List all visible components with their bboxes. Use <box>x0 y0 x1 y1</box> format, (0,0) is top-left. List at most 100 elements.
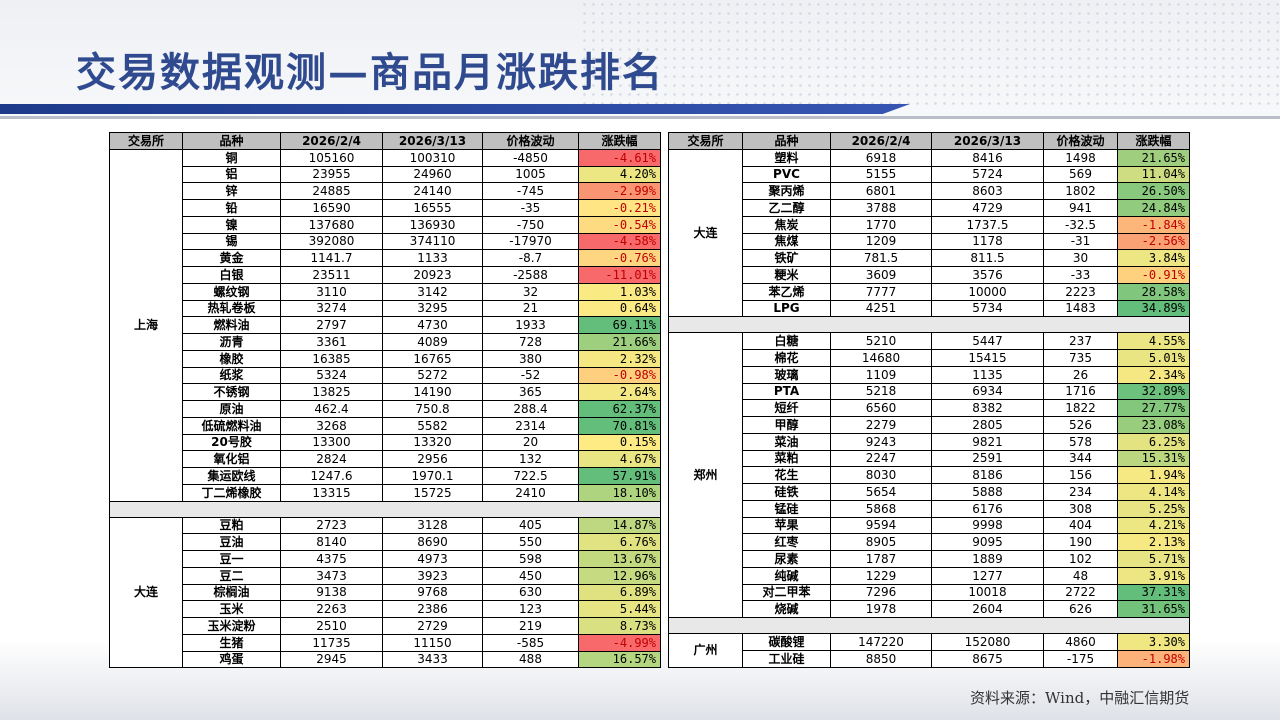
start-price-cell: 5155 <box>830 165 932 184</box>
price-change-cell: -17970 <box>482 232 579 251</box>
table-row: 丁二烯橡胶 13315 15725 2410 18.10% <box>110 483 661 502</box>
table-row: 广州 碳酸锂 147220 152080 4860 3.30% <box>668 633 1190 668</box>
start-price-cell: 5210 <box>830 332 932 350</box>
change-pct-cell: 23.08% <box>1117 416 1190 434</box>
table-row: 豆二 3473 3923 450 12.96% <box>110 566 661 585</box>
start-price-cell: 24885 <box>280 182 383 200</box>
product-cell: 粳米 <box>742 266 831 284</box>
end-price-cell: 5447 <box>931 332 1044 350</box>
start-price-cell: 4375 <box>280 550 383 568</box>
end-price-cell: 1133 <box>382 249 483 267</box>
col-price-change: 价格波动 <box>1043 132 1118 150</box>
change-pct-cell: -4.58% <box>578 232 661 251</box>
table-row: 橡胶 16385 16765 380 2.32% <box>110 349 661 368</box>
start-price-cell: 3361 <box>280 333 383 351</box>
start-price-cell: 13825 <box>280 383 383 401</box>
price-change-cell: 626 <box>1043 600 1118 618</box>
table-row: 焦煤 1209 1178 -31 -2.56% <box>669 232 1190 251</box>
end-price-cell: 10000 <box>931 282 1044 301</box>
end-price-cell: 4973 <box>382 550 483 568</box>
product-cell: 纸浆 <box>182 366 281 385</box>
end-price-cell: 1277 <box>931 566 1044 585</box>
change-pct-cell: 28.58% <box>1117 282 1190 301</box>
change-pct-cell: -4.99% <box>578 633 661 652</box>
end-price-cell: 11150 <box>382 633 483 652</box>
product-cell: 丁二烯橡胶 <box>182 483 281 502</box>
product-cell: 焦煤 <box>742 232 831 251</box>
product-cell: PTA <box>742 382 831 401</box>
end-price-cell: 3433 <box>382 650 483 669</box>
change-pct-cell: -0.21% <box>578 199 661 217</box>
end-price-cell: 152080 <box>931 633 1044 651</box>
start-price-cell: 5868 <box>830 499 932 518</box>
price-change-cell: 1802 <box>1043 182 1118 200</box>
product-cell: 铅 <box>182 199 281 217</box>
change-pct-cell: 3.30% <box>1117 633 1190 651</box>
group-spacer <box>668 617 1190 634</box>
table-row: 玻璃 1109 1135 26 2.34% <box>669 365 1190 384</box>
start-price-cell: 105160 <box>280 148 383 167</box>
product-cell: 乙二醇 <box>742 199 831 217</box>
end-price-cell: 5734 <box>931 299 1044 318</box>
product-cell: 锡 <box>182 232 281 251</box>
change-pct-cell: 3.84% <box>1117 249 1190 267</box>
product-cell: 苹果 <box>742 516 831 535</box>
price-change-cell: 405 <box>482 516 579 535</box>
change-pct-cell: 1.94% <box>1117 466 1190 484</box>
change-pct-cell: -2.99% <box>578 182 661 200</box>
change-pct-cell: -0.91% <box>1117 266 1190 284</box>
change-pct-cell: 0.64% <box>578 299 661 318</box>
price-change-cell: 288.4 <box>482 400 579 418</box>
product-cell: 塑料 <box>742 148 831 167</box>
change-pct-cell: 69.11% <box>578 316 661 334</box>
start-price-cell: 2723 <box>280 516 383 535</box>
change-pct-cell: 12.96% <box>578 566 661 585</box>
price-change-cell: 308 <box>1043 499 1118 518</box>
price-change-cell: 344 <box>1043 449 1118 468</box>
table-row: 郑州 白糖 5210 5447 237 4.55% <box>668 332 1190 618</box>
product-cell: 铁矿 <box>742 249 831 267</box>
price-change-cell: 2722 <box>1043 583 1118 602</box>
change-pct-cell: -0.54% <box>578 215 661 234</box>
end-price-cell: 5272 <box>382 366 483 385</box>
change-pct-cell: 6.89% <box>578 583 661 602</box>
product-cell: 硅铁 <box>742 483 831 501</box>
start-price-cell: 3473 <box>280 566 383 585</box>
table-row: 铝 23955 24960 1005 4.20% <box>110 165 661 184</box>
end-price-cell: 3128 <box>382 516 483 535</box>
price-change-cell: 735 <box>1043 349 1118 367</box>
start-price-cell: 2279 <box>830 416 932 434</box>
table-row: 花生 8030 8186 156 1.94% <box>669 466 1190 484</box>
price-change-cell: 526 <box>1043 416 1118 434</box>
change-pct-cell: 14.87% <box>578 516 661 535</box>
change-pct-cell: 18.10% <box>578 483 661 502</box>
change-pct-cell: 34.89% <box>1117 299 1190 318</box>
product-cell: 豆二 <box>182 566 281 585</box>
col-date-end: 2026/3/13 <box>382 132 483 150</box>
start-price-cell: 16385 <box>280 349 383 368</box>
price-change-cell: 941 <box>1043 199 1118 217</box>
table-row: 豆油 8140 8690 550 6.76% <box>110 533 661 551</box>
start-price-cell: 1787 <box>830 550 932 568</box>
product-cell: 沥青 <box>182 333 281 351</box>
table-row: 锰硅 5868 6176 308 5.25% <box>669 499 1190 518</box>
start-price-cell: 2945 <box>280 650 383 669</box>
end-price-cell: 16555 <box>382 199 483 217</box>
change-pct-cell: 15.31% <box>1117 449 1190 468</box>
start-price-cell: 7296 <box>830 583 932 602</box>
product-cell: 原油 <box>182 400 281 418</box>
change-pct-cell: 5.01% <box>1117 349 1190 367</box>
price-change-cell: -4850 <box>482 148 579 167</box>
product-cell: 镍 <box>182 215 281 234</box>
product-cell: 棕榈油 <box>182 583 281 602</box>
start-price-cell: 3788 <box>830 199 932 217</box>
start-price-cell: 781.5 <box>830 249 932 267</box>
price-change-cell: 219 <box>482 617 579 635</box>
price-change-cell: 2223 <box>1043 282 1118 301</box>
price-change-cell: -745 <box>482 182 579 200</box>
col-product: 品种 <box>742 132 831 150</box>
product-cell: 焦炭 <box>742 215 831 234</box>
end-price-cell: 9821 <box>931 432 1044 451</box>
change-pct-cell: 11.04% <box>1117 165 1190 184</box>
table-row: 氧化铝 2824 2956 132 4.67% <box>110 450 661 468</box>
